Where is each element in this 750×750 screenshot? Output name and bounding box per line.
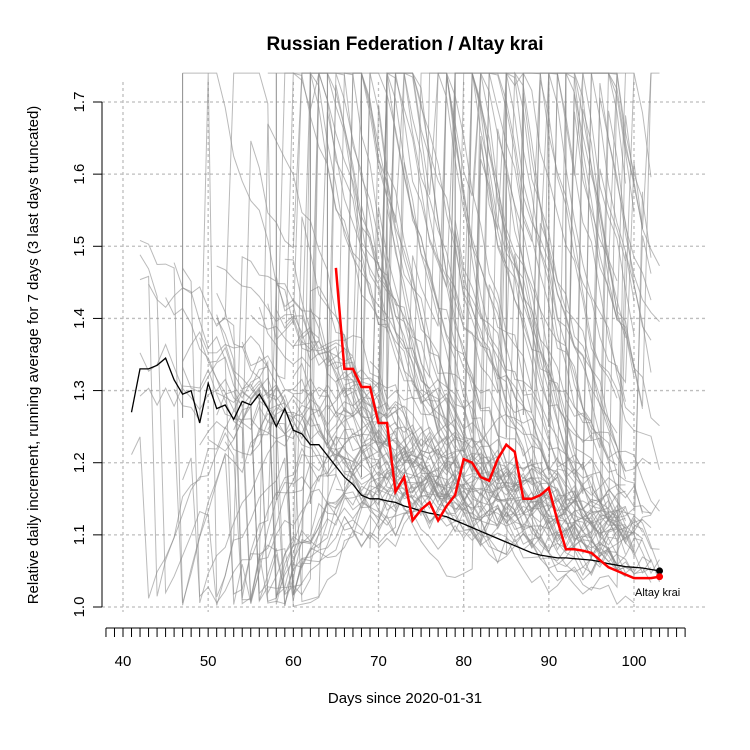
region-line <box>343 231 618 558</box>
region-line <box>326 447 626 582</box>
y-tick-label: 1.6 <box>71 164 88 185</box>
y-tick-label: 1.4 <box>71 308 88 329</box>
region-lines-layer <box>131 71 660 607</box>
region-line <box>182 72 626 597</box>
x-tick-label: 40 <box>115 653 132 670</box>
region-line <box>309 72 660 424</box>
region-line <box>369 72 660 579</box>
national-series-line <box>130 357 660 572</box>
x-tick-label: 90 <box>540 653 557 670</box>
national-end-marker <box>656 567 664 575</box>
region-line <box>335 72 618 430</box>
x-tick-label: 60 <box>285 653 302 670</box>
region-line <box>267 111 635 525</box>
axes-layer: 1.0 1.1 1.2 1.3 1.4 1.5 1.6 1.7 40 50 60 70 80 90 100 <box>71 92 686 670</box>
region-line <box>344 381 618 534</box>
region-line <box>139 208 626 606</box>
region-line <box>301 72 652 514</box>
altay-krai-annotation: Altay krai <box>635 587 680 599</box>
region-line <box>173 72 635 598</box>
region-line <box>326 83 652 573</box>
x-tick-label: 80 <box>455 653 472 670</box>
region-line <box>233 72 660 594</box>
region-line <box>284 72 660 595</box>
y-axis-label: Relative daily increment, running averag… <box>25 106 42 605</box>
y-tick-label: 1.0 <box>71 597 88 618</box>
x-tick-label: 50 <box>200 653 217 670</box>
altay-krai-series-line <box>334 267 660 580</box>
region-line <box>233 71 635 601</box>
region-line <box>369 110 652 510</box>
y-tick-label: 1.7 <box>71 92 88 113</box>
region-line <box>224 128 643 601</box>
region-line <box>241 73 660 550</box>
y-tick-label: 1.3 <box>71 380 88 401</box>
region-line <box>241 72 635 605</box>
main-lines-layer <box>130 267 664 581</box>
region-line <box>148 283 626 605</box>
altay-krai-end-marker <box>656 573 664 581</box>
region-line <box>139 275 660 607</box>
region-line <box>199 73 643 530</box>
y-tick-label: 1.5 <box>71 236 88 257</box>
region-line <box>275 72 626 530</box>
region-line <box>335 72 652 516</box>
chart-title: Russian Federation / Altay krai <box>267 34 544 55</box>
x-axis-label: Days since 2020-01-31 <box>328 690 482 707</box>
x-tick-label: 70 <box>370 653 387 670</box>
x-tick-label: 100 <box>621 653 646 670</box>
y-tick-label: 1.2 <box>71 452 88 473</box>
y-tick-label: 1.1 <box>71 524 88 545</box>
region-line <box>292 362 618 559</box>
region-line <box>216 314 635 607</box>
region-line <box>275 72 660 512</box>
region-line <box>216 73 635 591</box>
region-line <box>173 72 626 606</box>
